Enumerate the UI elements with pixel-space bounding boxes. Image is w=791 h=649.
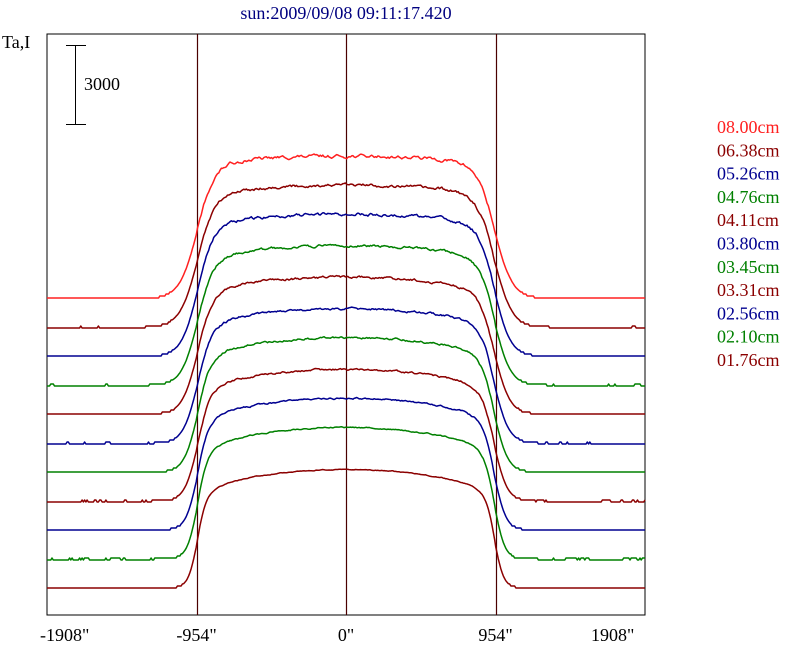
scale-bar-label: 3000 (84, 74, 120, 94)
legend-entry: 04.11cm (717, 210, 779, 230)
series-line-02.56cm (47, 396, 645, 531)
x-tick-labels: -1908" -954" 0" 954" 1908" (40, 625, 634, 645)
x-tick-label: -954" (176, 625, 216, 645)
legend-entry: 06.38cm (717, 140, 780, 160)
series-line-01.76cm (47, 468, 645, 589)
series-line-02.10cm (47, 425, 645, 561)
legend-entry: 03.45cm (717, 257, 780, 277)
y-axis-label: Ta,I (2, 32, 30, 52)
series-line-06.38cm (47, 182, 645, 329)
legend-entry: 02.56cm (717, 303, 780, 323)
x-tick-label: 954" (478, 625, 512, 645)
x-tick-label: 1908" (591, 625, 634, 645)
series-line-05.26cm (47, 212, 645, 357)
series-lines (47, 153, 646, 589)
series-line-04.76cm (47, 243, 645, 387)
legend-entry: 02.10cm (717, 327, 780, 347)
scale-bar: 3000 (66, 45, 120, 125)
legend-entry: 08.00cm (717, 117, 780, 137)
legend-entry: 04.76cm (717, 187, 780, 207)
legend-entry: 01.76cm (717, 350, 780, 370)
legend-entry: 03.31cm (717, 280, 780, 300)
series-line-08.00cm (47, 153, 645, 299)
x-tick-label: -1908" (40, 625, 89, 645)
legend-entry: 03.80cm (717, 234, 780, 254)
series-line-03.31cm (47, 367, 646, 503)
x-tick-label: 0" (338, 625, 354, 645)
series-line-03.45cm (47, 335, 645, 473)
series-line-03.80cm (47, 306, 645, 445)
legend-entry: 05.26cm (717, 164, 780, 184)
chart-title: sun:2009/09/08 09:11:17.420 (240, 3, 451, 23)
series-line-04.11cm (47, 274, 645, 415)
legend: 08.00cm 06.38cm 05.26cm 04.76cm 04.11cm 03.80… (717, 117, 780, 370)
